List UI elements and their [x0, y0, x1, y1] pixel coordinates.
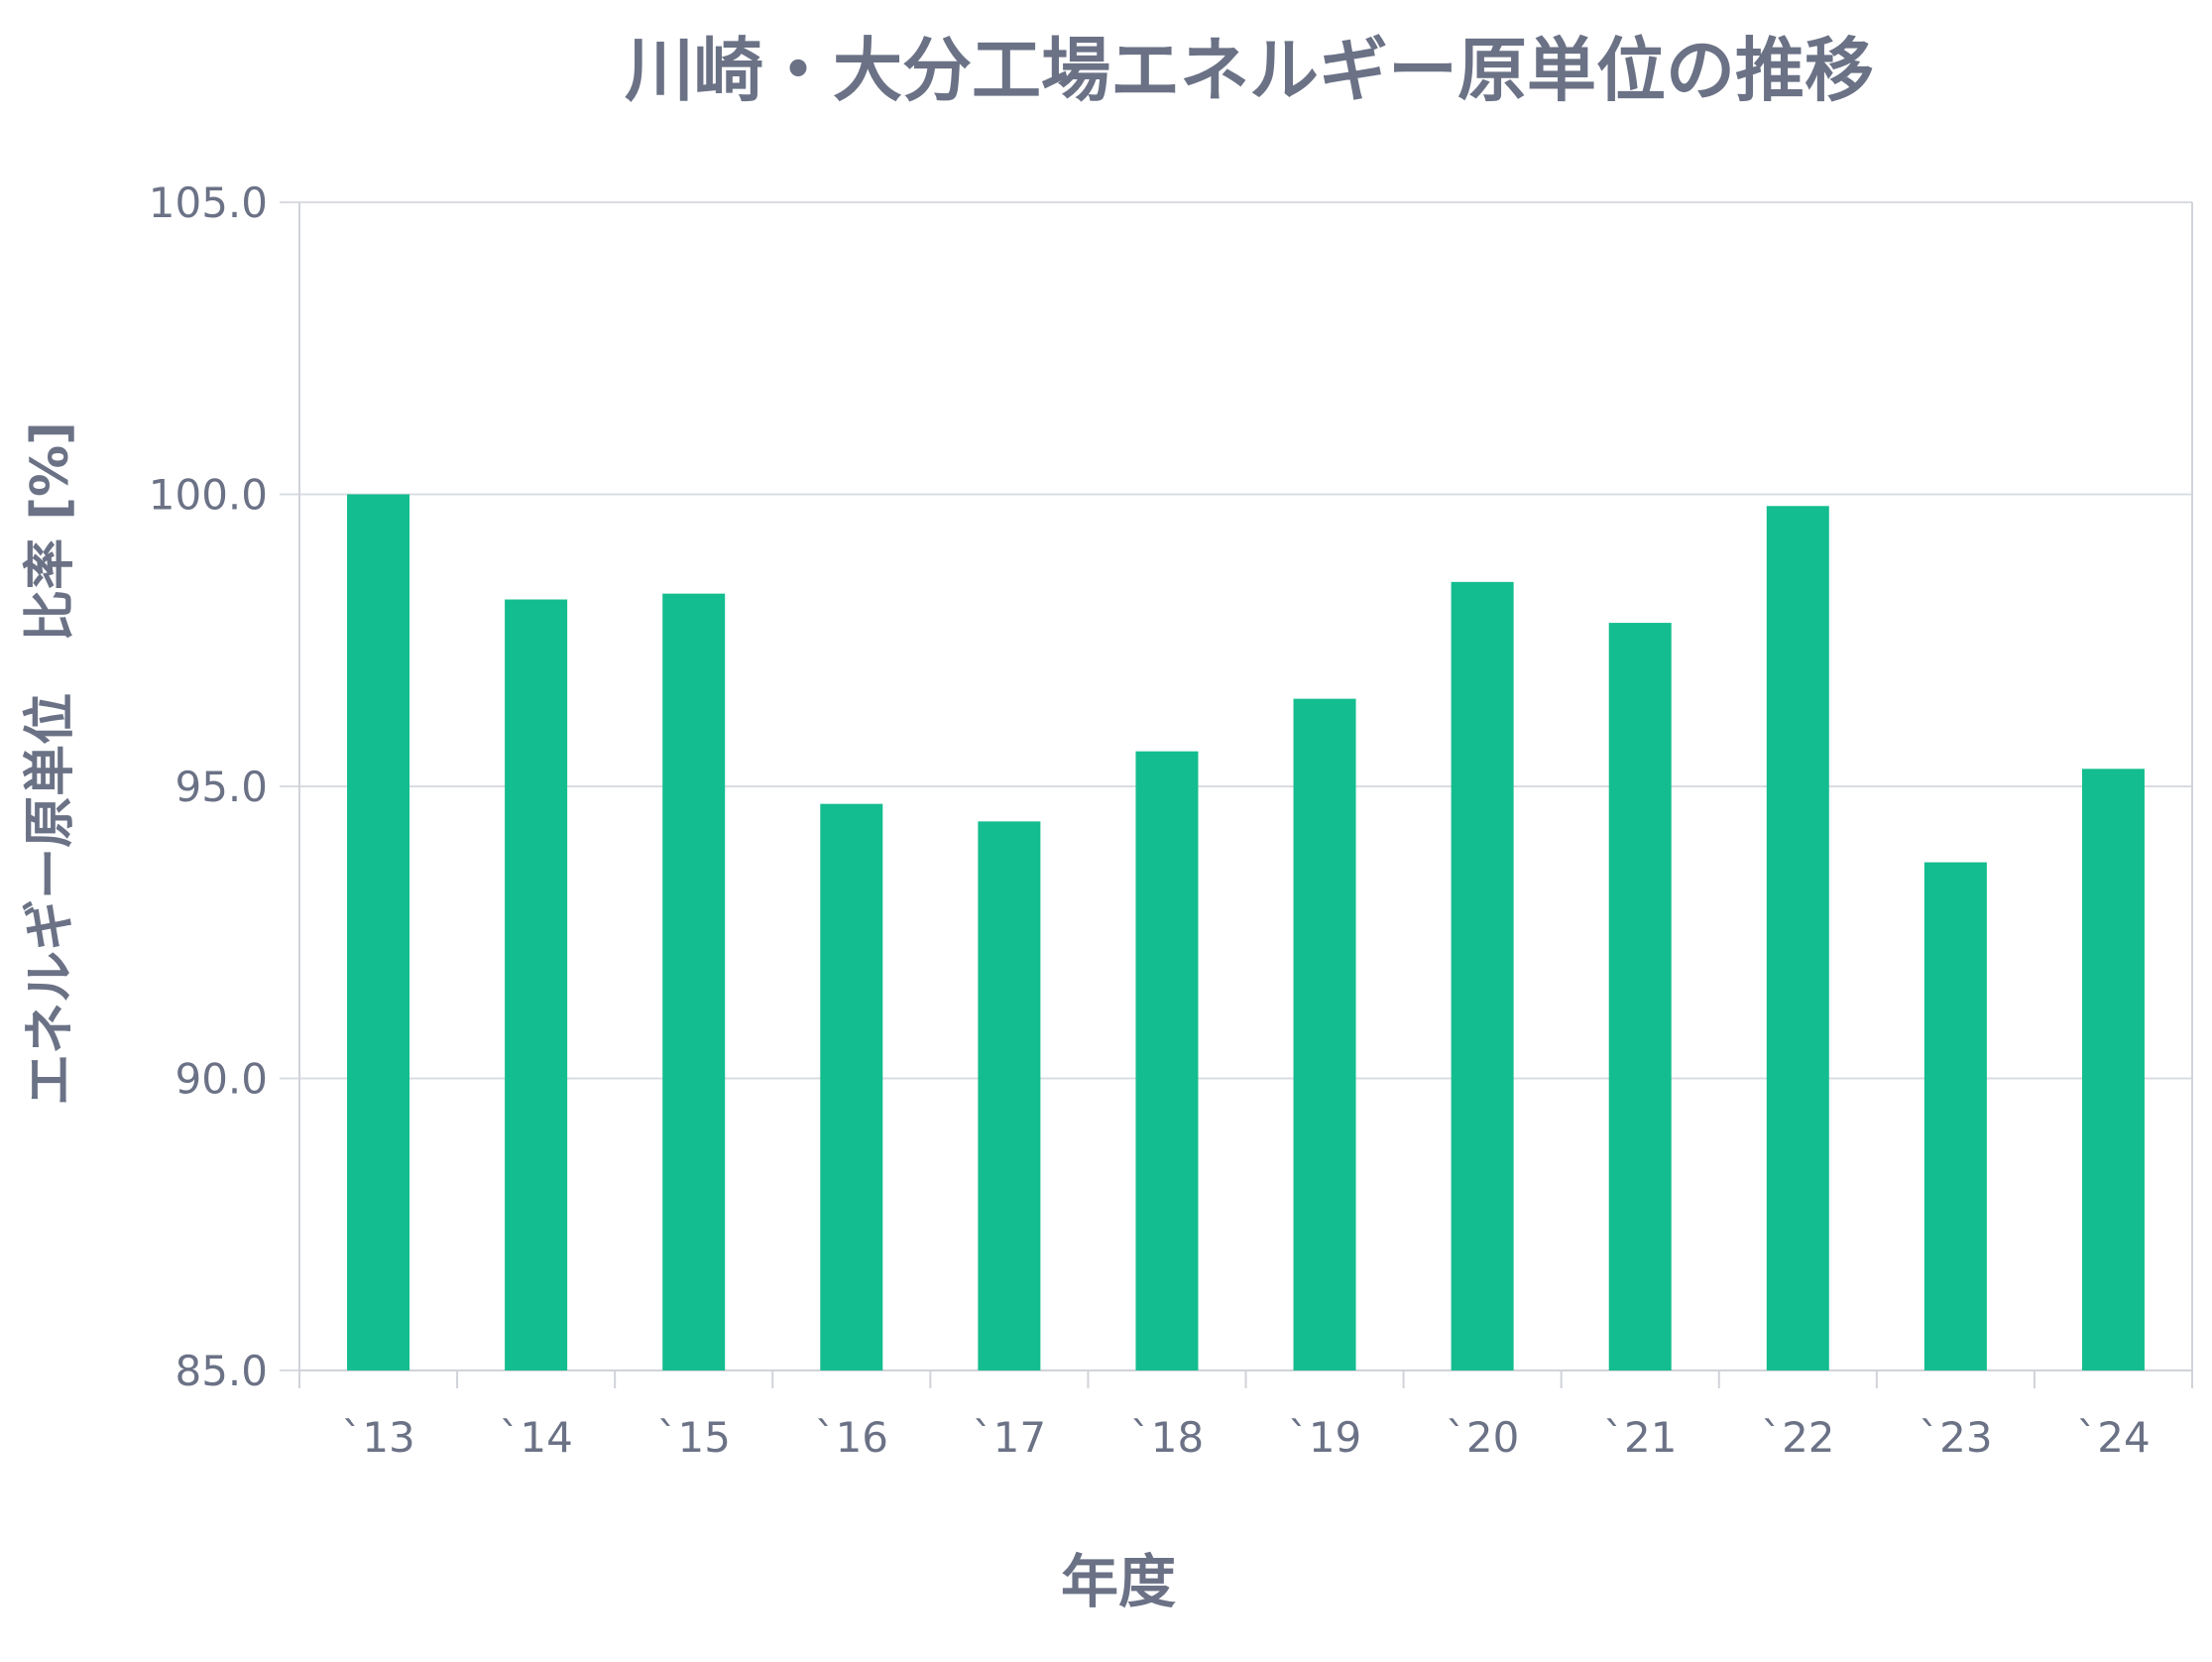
x-tick-label: `22	[1761, 1413, 1834, 1462]
bar-24	[2081, 769, 2145, 1370]
bar-19	[1293, 698, 1356, 1370]
x-axis-title: 年度	[1061, 1548, 1176, 1615]
x-tick-label: `15	[656, 1413, 730, 1462]
bar-13	[347, 494, 410, 1370]
bar-20	[1451, 581, 1514, 1370]
x-tick-label: `18	[1130, 1413, 1204, 1462]
x-tick-labels: `13 `14 `15 `16 `17 `18 `19 `20 `21 `22 `23 `24	[341, 1413, 2150, 1462]
bar-17	[978, 821, 1041, 1370]
x-tick-label: `21	[1603, 1413, 1677, 1462]
y-tick-label: 105.0	[149, 178, 268, 227]
bar-15	[662, 593, 726, 1370]
y-axis-title: エネルギー原単位 比率 [%]	[21, 421, 80, 1106]
bar-16	[820, 803, 883, 1370]
x-tick-label: `20	[1446, 1413, 1519, 1462]
y-tick-label: 90.0	[175, 1055, 268, 1104]
x-ticks	[298, 1370, 2193, 1388]
bar-18	[1135, 751, 1199, 1370]
chart-title: 川崎・大分工場エネルギー原単位の推移	[625, 30, 1874, 111]
x-tick-label: `19	[1288, 1413, 1361, 1462]
y-tick-label: 95.0	[175, 763, 268, 811]
bar-14	[505, 599, 568, 1370]
bar-21	[1608, 623, 1672, 1370]
y-tick-label: 85.0	[175, 1347, 268, 1395]
bars	[347, 494, 2145, 1370]
bar-22	[1766, 506, 1829, 1370]
x-tick-label: `24	[2076, 1413, 2150, 1462]
x-tick-label: `16	[815, 1413, 888, 1462]
x-tick-label: `17	[973, 1413, 1046, 1462]
bar-23	[1923, 862, 1987, 1370]
y-tick-labels: 85.0 90.0 95.0 100.0 105.0	[149, 178, 268, 1395]
x-tick-label: `23	[1919, 1413, 1992, 1462]
y-tick-label: 100.0	[149, 471, 268, 520]
x-tick-label: `13	[341, 1413, 414, 1462]
x-tick-label: `14	[499, 1413, 572, 1462]
